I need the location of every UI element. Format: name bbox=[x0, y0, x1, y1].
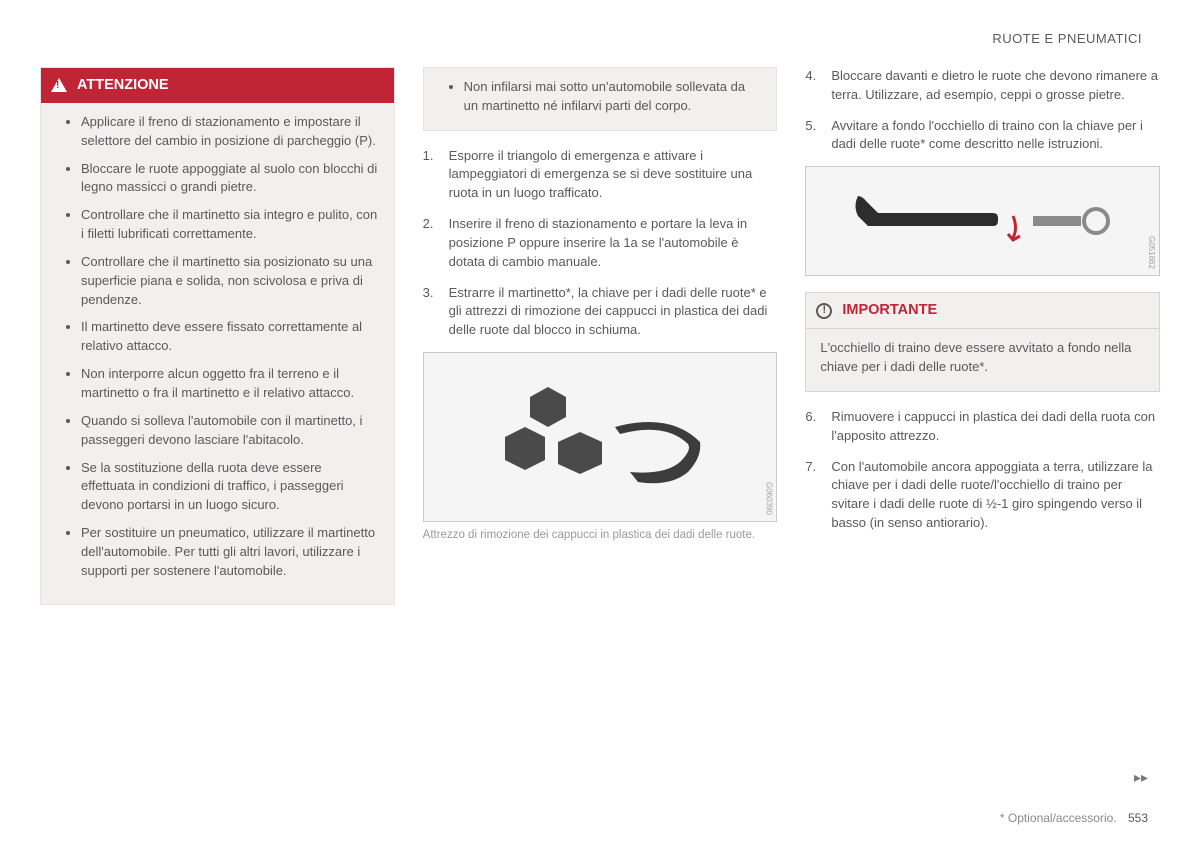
step-item: 3.Estrarre il martinetto*, la chiave per… bbox=[423, 284, 778, 341]
warn-item: Per sostituire un pneumatico, utilizzare… bbox=[81, 524, 378, 581]
column-1: ATTENZIONE Applicare il freno di stazion… bbox=[40, 67, 395, 605]
warning-continuation: Non infilarsi mai sotto un'automobile so… bbox=[423, 67, 778, 131]
step-number: 6. bbox=[805, 408, 831, 446]
figure-caption: Attrezzo di rimozione dei cappucci in pl… bbox=[423, 528, 778, 544]
step-item: 4.Bloccare davanti e dietro le ruote che… bbox=[805, 67, 1160, 105]
step-number: 7. bbox=[805, 458, 831, 533]
step-text: Esporre il triangolo di emergenza e atti… bbox=[449, 147, 778, 204]
footnote: * Optional/accessorio. bbox=[1000, 811, 1117, 825]
column-2: Non infilarsi mai sotto un'automobile so… bbox=[423, 67, 778, 605]
wrench-illustration bbox=[838, 176, 1128, 266]
warn-item: Bloccare le ruote appoggiate al suolo co… bbox=[81, 160, 378, 198]
page-number: 553 bbox=[1128, 811, 1148, 825]
step-text: Bloccare davanti e dietro le ruote che d… bbox=[831, 67, 1160, 105]
step-item: 2.Inserire il freno di stazionamento e p… bbox=[423, 215, 778, 272]
step-item: 5.Avvitare a fondo l'occhiello di traino… bbox=[805, 117, 1160, 155]
step-number: 1. bbox=[423, 147, 449, 204]
step-number: 4. bbox=[805, 67, 831, 105]
warning-header: ATTENZIONE bbox=[41, 68, 394, 103]
step-text: Estrarre il martinetto*, la chiave per i… bbox=[449, 284, 778, 341]
warn-item: Quando si solleva l'automobile con il ma… bbox=[81, 412, 378, 450]
warn-item: Il martinetto deve essere fissato corret… bbox=[81, 318, 378, 356]
steps-list-c: 6.Rimuovere i cappucci in plastica dei d… bbox=[805, 408, 1160, 533]
warn-item-cont: Non infilarsi mai sotto un'automobile so… bbox=[464, 78, 761, 116]
page-columns: ATTENZIONE Applicare il freno di stazion… bbox=[40, 67, 1160, 605]
section-header: RUOTE E PNEUMATICI bbox=[40, 30, 1160, 49]
figure-code: G060390 bbox=[763, 482, 775, 515]
warn-item: Controllare che il martinetto sia integr… bbox=[81, 206, 378, 244]
continuation-indicator: ▸▸ bbox=[1134, 767, 1148, 787]
figure-caps-tool: G060390 bbox=[423, 352, 778, 522]
important-box: ! IMPORTANTE L'occhiello di traino deve … bbox=[805, 292, 1160, 392]
important-header: ! IMPORTANTE bbox=[806, 293, 1159, 329]
figure-code: G051862 bbox=[1145, 236, 1157, 269]
step-number: 3. bbox=[423, 284, 449, 341]
important-title: IMPORTANTE bbox=[842, 300, 937, 321]
warning-triangle-icon bbox=[51, 78, 67, 92]
step-text: Inserire il freno di stazionamento e por… bbox=[449, 215, 778, 272]
warning-body: Applicare il freno di stazionamento e im… bbox=[41, 103, 394, 604]
step-item: 6.Rimuovere i cappucci in plastica dei d… bbox=[805, 408, 1160, 446]
warn-item: Se la sostituzione della ruota deve esse… bbox=[81, 459, 378, 516]
warning-box: ATTENZIONE Applicare il freno di stazion… bbox=[40, 67, 395, 605]
warning-title: ATTENZIONE bbox=[77, 75, 169, 96]
warn-item: Applicare il freno di stazionamento e im… bbox=[81, 113, 378, 151]
step-item: 1.Esporre il triangolo di emergenza e at… bbox=[423, 147, 778, 204]
steps-list-b: 4.Bloccare davanti e dietro le ruote che… bbox=[805, 67, 1160, 154]
step-item: 7.Con l'automobile ancora appoggiata a t… bbox=[805, 458, 1160, 533]
steps-list-a: 1.Esporre il triangolo di emergenza e at… bbox=[423, 147, 778, 341]
step-number: 2. bbox=[423, 215, 449, 272]
column-3: 4.Bloccare davanti e dietro le ruote che… bbox=[805, 67, 1160, 605]
important-body: L'occhiello di traino deve essere avvita… bbox=[806, 329, 1159, 391]
step-number: 5. bbox=[805, 117, 831, 155]
step-text: Con l'automobile ancora appoggiata a ter… bbox=[831, 458, 1160, 533]
figure-wrench: G051862 bbox=[805, 166, 1160, 276]
step-text: Rimuovere i cappucci in plastica dei dad… bbox=[831, 408, 1160, 446]
step-text: Avvitare a fondo l'occhiello di traino c… bbox=[831, 117, 1160, 155]
important-circle-icon: ! bbox=[816, 303, 832, 319]
caps-tool-illustration bbox=[470, 372, 730, 502]
page-footer: * Optional/accessorio. 553 bbox=[1000, 810, 1148, 827]
warn-item: Controllare che il martinetto sia posizi… bbox=[81, 253, 378, 310]
warn-item: Non interporre alcun oggetto fra il terr… bbox=[81, 365, 378, 403]
